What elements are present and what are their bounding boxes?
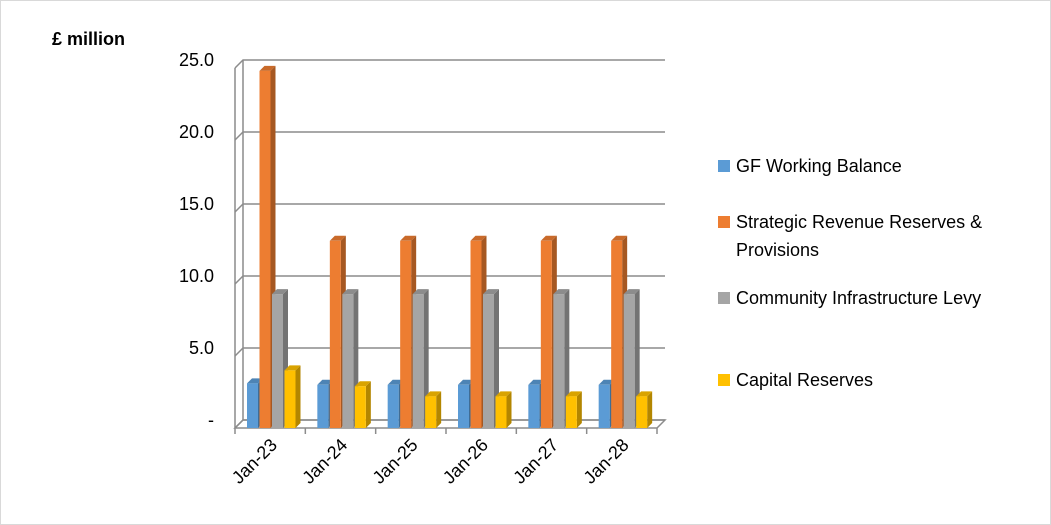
bar (342, 294, 354, 428)
bar-side (564, 289, 570, 428)
legend-label: GF Working Balance (736, 156, 902, 176)
y-axis-title: £ million (52, 29, 125, 49)
bar-top (495, 391, 512, 397)
bar-top (387, 379, 404, 385)
bar (636, 396, 648, 428)
bar (565, 396, 577, 428)
bar-side (436, 391, 442, 428)
bar-side (506, 391, 512, 428)
bar-top (458, 379, 474, 385)
bar-top (540, 235, 557, 241)
y-tick-label: 5.0 (189, 338, 214, 358)
bar-top (425, 391, 442, 397)
bar-top (565, 391, 582, 397)
y-tick-label: 10.0 (179, 266, 214, 286)
bar (400, 240, 412, 428)
bar (540, 240, 552, 428)
bar-top (284, 365, 301, 371)
bar-top (317, 379, 334, 385)
bar-top (528, 379, 545, 385)
bar-side (295, 365, 301, 428)
bar-side (576, 391, 582, 428)
bar (317, 384, 329, 428)
legend-item: GF Working Balance (718, 152, 1038, 180)
bar (495, 396, 507, 428)
legend-swatch (718, 216, 730, 228)
bar (247, 383, 258, 428)
y-tick-label: - (208, 410, 214, 430)
bar (354, 386, 366, 428)
bar (272, 294, 283, 428)
y-tick-label: 25.0 (179, 50, 214, 70)
bar-top (553, 289, 570, 295)
bar-top (272, 289, 288, 295)
bar (528, 384, 540, 428)
bar-side (423, 289, 429, 428)
y-tick-label: 15.0 (179, 194, 214, 214)
legend-item: Capital Reserves (718, 366, 1038, 394)
bar (598, 384, 610, 428)
legend-label: Strategic Revenue Reserves & Provisions (736, 212, 983, 260)
bar (470, 240, 482, 428)
legend-label: Capital Reserves (736, 370, 874, 390)
bar (611, 240, 623, 428)
bar-top (598, 379, 615, 385)
bar (623, 294, 635, 428)
bar (553, 294, 565, 428)
bar-side (494, 289, 499, 428)
bar-top (623, 289, 640, 295)
bar-top (329, 235, 346, 241)
bar-top (611, 235, 628, 241)
legend-swatch (718, 292, 730, 304)
bar-top (354, 381, 371, 387)
bar (412, 294, 424, 428)
bar (458, 384, 469, 428)
legend-item: Strategic Revenue Reserves & Provisions (718, 208, 1038, 264)
bar-top (483, 289, 499, 295)
bar (259, 70, 271, 428)
bar-top (342, 289, 359, 295)
bar-top (400, 235, 417, 241)
bar-top (247, 378, 263, 384)
bar-top (636, 391, 653, 397)
bar (387, 384, 399, 428)
bar (425, 396, 437, 428)
bar-top (259, 65, 276, 71)
bar (483, 294, 494, 428)
bar-top (412, 289, 429, 295)
bar (284, 370, 296, 428)
legend-swatch (718, 374, 730, 386)
bar-side (647, 391, 653, 428)
legend-item: Community Infrastructure Levy (718, 284, 1038, 312)
bar-top (470, 235, 487, 241)
legend-swatch (718, 160, 730, 172)
legend-label: Community Infrastructure Levy (736, 288, 982, 308)
bar-side (634, 289, 640, 428)
bar-side (365, 381, 371, 428)
bar (329, 240, 341, 428)
y-tick-label: 20.0 (179, 122, 214, 142)
